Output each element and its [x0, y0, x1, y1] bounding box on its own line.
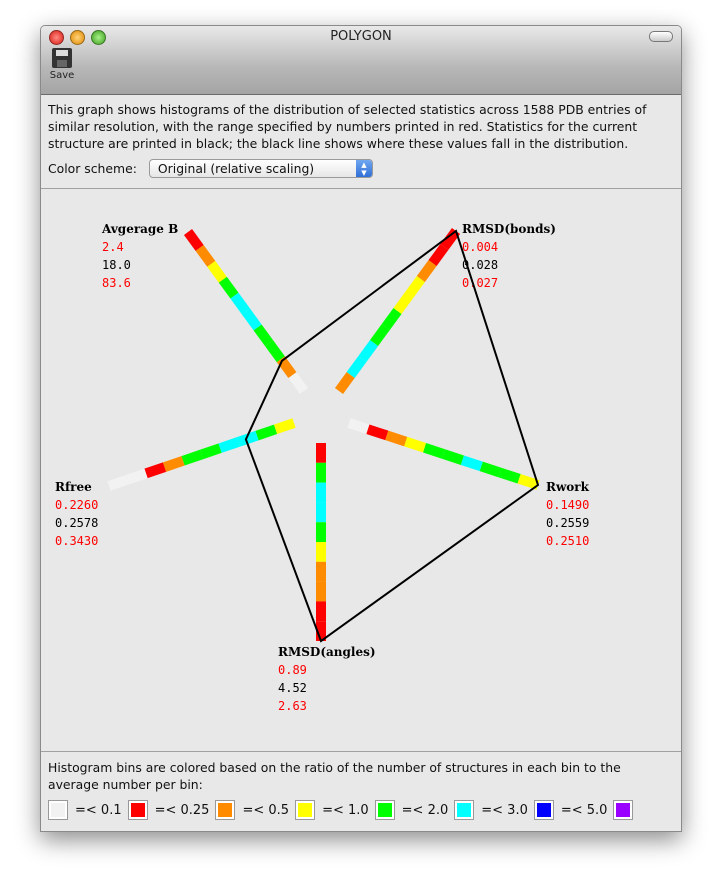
description-text: This graph shows histograms of the distr…: [48, 102, 647, 151]
color-scheme-label: Color scheme:: [48, 161, 137, 176]
legend-swatch-cyan: [454, 800, 475, 820]
axis-current: 0.2578: [55, 516, 98, 530]
axis-min: 0.89: [278, 663, 307, 677]
axis-max: 0.2510: [546, 534, 589, 548]
histogram-bin: [517, 474, 540, 490]
histogram-bin: [441, 449, 464, 465]
histogram-bin: [265, 340, 285, 363]
legend-label: =< 1.0: [322, 802, 369, 818]
legend-label: =< 2.0: [401, 802, 449, 818]
polygon-window: POLYGON Save This graph shows histograms…: [40, 25, 682, 832]
histogram-bin: [276, 356, 297, 379]
chevron-updown-icon: ▲ ▼: [355, 160, 372, 177]
histogram-bin: [195, 244, 216, 267]
histogram-bin: [393, 292, 414, 314]
histogram-bin: [460, 455, 483, 472]
minimize-button[interactable]: [70, 30, 85, 45]
axis-name: Rfree: [55, 480, 92, 494]
axis-min: 0.004: [462, 240, 498, 254]
title-bar: POLYGON Save: [41, 26, 681, 95]
histogram-bin: [479, 461, 502, 478]
histogram-bin: [162, 456, 185, 472]
histogram-bin: [255, 424, 278, 441]
color-scheme-value: Original (relative scaling): [157, 161, 315, 176]
histogram-bin: [405, 276, 425, 298]
axis-min: 2.4: [102, 240, 124, 254]
histogram-bin: [230, 292, 251, 315]
legend-label: =< 0.25: [154, 802, 210, 818]
legend-label: =< 5.0: [560, 802, 608, 818]
toolbar-toggle-button[interactable]: [649, 31, 673, 42]
histogram-bin: [498, 467, 521, 484]
histogram-bin: [253, 324, 274, 347]
histogram-bin: [370, 324, 390, 346]
axis-name: RMSD(angles): [278, 645, 376, 659]
histogram-bin: [107, 474, 130, 491]
legend-label: =< 0.1: [75, 802, 122, 818]
legend-swatch-white: [48, 800, 68, 820]
description-panel: This graph shows histograms of the distr…: [41, 95, 681, 189]
histogram-bin: [218, 276, 239, 299]
histogram-bin: [288, 372, 309, 394]
histogram-bin: [273, 418, 296, 435]
histogram-bin: [207, 260, 227, 283]
histogram-bin: [346, 356, 367, 378]
histogram-bin: [183, 229, 204, 251]
axis-current: 18.0: [102, 258, 131, 272]
histogram-bin: [428, 244, 449, 266]
legend-swatch-purple: [613, 800, 634, 820]
axis-current: 0.028: [462, 258, 498, 272]
histogram-bin: [181, 449, 204, 466]
current-structure-polygon: [244, 229, 540, 643]
axis-name: Rwork: [546, 480, 590, 494]
legend-label: =< 0.5: [242, 802, 290, 818]
axis-name: RMSD(bonds): [462, 222, 556, 236]
histogram-bin: [241, 308, 262, 331]
legend-swatch-blue: [533, 800, 554, 820]
axis-max: 2.63: [278, 699, 307, 713]
legend-text: Histogram bins are colored based on the …: [48, 760, 621, 792]
histogram-bin: [366, 424, 389, 441]
axis-name: Avgerage B: [101, 222, 178, 236]
legend-swatch-green: [374, 800, 395, 820]
floppy-disk-icon: [52, 48, 72, 68]
axis-max: 0.027: [462, 276, 498, 290]
save-button[interactable]: Save: [49, 48, 75, 81]
histogram-bin: [199, 443, 222, 460]
legend-panel: Histogram bins are colored based on the …: [41, 751, 681, 831]
axis-current: 0.2559: [546, 516, 589, 530]
legend-swatch-orange: [215, 800, 236, 820]
axis-max: 0.3430: [55, 534, 98, 548]
axis-min: 0.1490: [546, 498, 589, 512]
polygon-chart: Avgerage B 2.4 18.0 83.6 RMSD(bonds) 0.004 0.0…: [55, 222, 590, 713]
save-label: Save: [49, 70, 75, 81]
histogram-bin: [416, 260, 437, 282]
histogram-bin: [125, 468, 148, 485]
histogram-bin: [334, 372, 355, 394]
legend-swatch-yellow: [295, 800, 316, 820]
histogram-bin: [347, 418, 370, 434]
histogram-bin: [144, 462, 167, 479]
window-title: POLYGON: [330, 29, 392, 44]
legend-label: =< 3.0: [481, 802, 528, 818]
axis-min: 0.2260: [55, 498, 98, 512]
axis-max: 83.6: [102, 276, 131, 290]
legend-swatch-red: [127, 800, 148, 820]
histogram-bin: [218, 437, 241, 453]
histogram-bin: [385, 430, 408, 447]
histogram-bin: [423, 443, 446, 459]
close-button[interactable]: [49, 30, 64, 45]
axis-current: 4.52: [278, 681, 307, 695]
zoom-button[interactable]: [91, 30, 106, 45]
histogram-bin: [358, 340, 379, 362]
histogram-bin: [381, 308, 402, 330]
color-scheme-select[interactable]: Original (relative scaling) ▲ ▼: [148, 159, 373, 178]
histogram-bin: [404, 436, 427, 453]
histogram-bin: [236, 430, 259, 447]
legend-swatches: =< 0.1 =< 0.25 =< 0.5 =< 1.0 =< 2.0 =< 3.0 =< …: [48, 800, 674, 820]
